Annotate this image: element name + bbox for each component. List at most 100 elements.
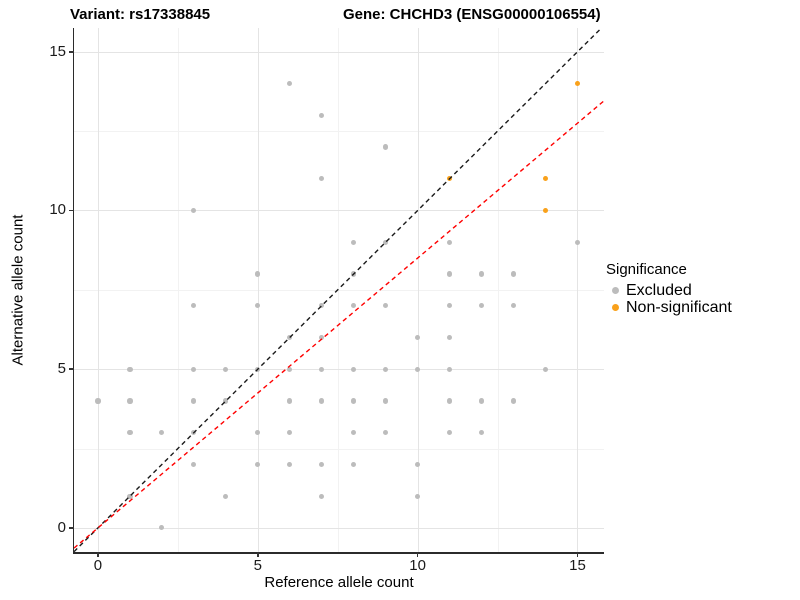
- data-point-excluded: [319, 176, 325, 182]
- data-point-excluded: [478, 398, 485, 404]
- data-point-excluded: [319, 461, 325, 467]
- y-tick-label: 0: [57, 518, 66, 536]
- data-point-excluded: [159, 525, 165, 531]
- data-point-excluded: [542, 366, 549, 372]
- x-tick-label: 5: [253, 557, 262, 574]
- x-major-gridline: [417, 28, 419, 552]
- legend-item-non-significant: Non-significant: [606, 299, 798, 316]
- data-point-excluded: [127, 366, 133, 372]
- data-point-excluded: [287, 398, 293, 404]
- data-point-excluded: [223, 398, 229, 404]
- y-minor-gridline: [74, 131, 604, 133]
- data-point-excluded: [510, 398, 517, 404]
- x-tick-label: 0: [93, 557, 103, 574]
- data-point-excluded: [255, 366, 261, 372]
- x-tick-label: 15: [569, 557, 586, 574]
- data-point-excluded: [447, 334, 453, 341]
- plot-title-gene: Gene: CHCHD3 (ENSG00000106554): [343, 6, 601, 23]
- x-tick-mark: [576, 552, 579, 557]
- data-point-excluded: [351, 398, 357, 404]
- data-point-excluded: [447, 239, 453, 245]
- data-point-excluded: [319, 112, 325, 118]
- data-point-excluded: [127, 430, 133, 436]
- data-point-excluded: [447, 398, 453, 404]
- y-major-gridline: [74, 369, 604, 371]
- legend-title: Significance: [606, 261, 687, 278]
- x-major-gridline: [97, 28, 99, 552]
- data-point-excluded: [191, 207, 197, 214]
- y-tick-label: 15: [49, 42, 66, 60]
- data-point-excluded: [191, 461, 197, 467]
- y-major-gridline: [74, 51, 604, 53]
- data-point-excluded: [159, 430, 165, 436]
- data-point-excluded: [447, 366, 453, 372]
- data-point-excluded: [351, 303, 357, 309]
- data-point-excluded: [383, 398, 389, 404]
- x-axis-line: [73, 552, 604, 554]
- data-point-excluded: [319, 398, 325, 404]
- y-tick-mark: [68, 209, 74, 212]
- x-tick-mark: [416, 552, 419, 557]
- y-major-gridline: [74, 210, 604, 212]
- data-point-excluded: [478, 430, 485, 436]
- data-point-excluded: [447, 271, 453, 277]
- y-minor-gridline: [74, 289, 604, 291]
- data-point-non-significant: [574, 80, 581, 87]
- data-point-excluded: [319, 366, 325, 372]
- data-point-excluded: [95, 398, 101, 404]
- data-point-excluded: [287, 461, 293, 467]
- data-point-excluded: [447, 430, 453, 436]
- data-point-excluded: [319, 493, 325, 499]
- data-point-excluded: [383, 144, 389, 150]
- data-point-excluded: [415, 366, 421, 372]
- data-point-excluded: [383, 366, 389, 372]
- legend-item-label: Excluded: [626, 281, 692, 299]
- data-point-non-significant: [542, 207, 549, 214]
- data-point-excluded: [255, 461, 261, 467]
- x-tick-label: 10: [409, 557, 426, 574]
- y-minor-gridline: [74, 448, 604, 450]
- data-point-excluded: [223, 366, 229, 372]
- x-tick-mark: [97, 552, 99, 557]
- data-point-excluded: [478, 271, 485, 277]
- data-point-excluded: [223, 493, 229, 499]
- data-point-excluded: [191, 430, 197, 436]
- data-point-excluded: [287, 334, 293, 341]
- data-point-excluded: [351, 461, 357, 467]
- data-point-excluded: [510, 303, 517, 309]
- data-point-excluded: [319, 334, 325, 341]
- data-point-excluded: [255, 271, 261, 277]
- data-point-excluded: [287, 430, 293, 436]
- data-point-excluded: [383, 303, 389, 309]
- y-tick-label: 10: [49, 201, 66, 219]
- data-point-excluded: [351, 430, 357, 436]
- data-point-non-significant: [542, 176, 549, 182]
- data-point-excluded: [383, 430, 389, 436]
- data-point-excluded: [191, 303, 197, 309]
- data-point-excluded: [478, 303, 485, 309]
- y-axis-line: [73, 28, 75, 553]
- y-tick-mark: [68, 527, 74, 529]
- y-major-gridline: [74, 527, 604, 529]
- x-tick-mark: [257, 552, 259, 557]
- x-major-gridline: [577, 28, 579, 552]
- data-point-excluded: [287, 80, 293, 87]
- plot-title-variant: Variant: rs17338845: [70, 6, 211, 23]
- y-tick-mark: [68, 368, 74, 370]
- data-point-excluded: [255, 303, 261, 309]
- data-point-excluded: [510, 271, 517, 277]
- data-point-excluded: [127, 398, 133, 404]
- legend-item-label: Non-significant: [626, 298, 732, 316]
- data-point-excluded: [351, 271, 357, 277]
- data-point-excluded: [191, 366, 197, 372]
- data-point-excluded: [447, 303, 453, 309]
- data-point-excluded: [415, 493, 421, 499]
- data-point-excluded: [191, 398, 197, 404]
- data-point-excluded: [319, 303, 325, 309]
- excluded-dot-icon: [612, 287, 619, 294]
- legend-item-excluded: Excluded: [606, 282, 798, 299]
- data-point-excluded: [351, 366, 357, 372]
- fitted-line: [74, 100, 604, 549]
- x-axis-title: Reference allele count: [264, 574, 414, 591]
